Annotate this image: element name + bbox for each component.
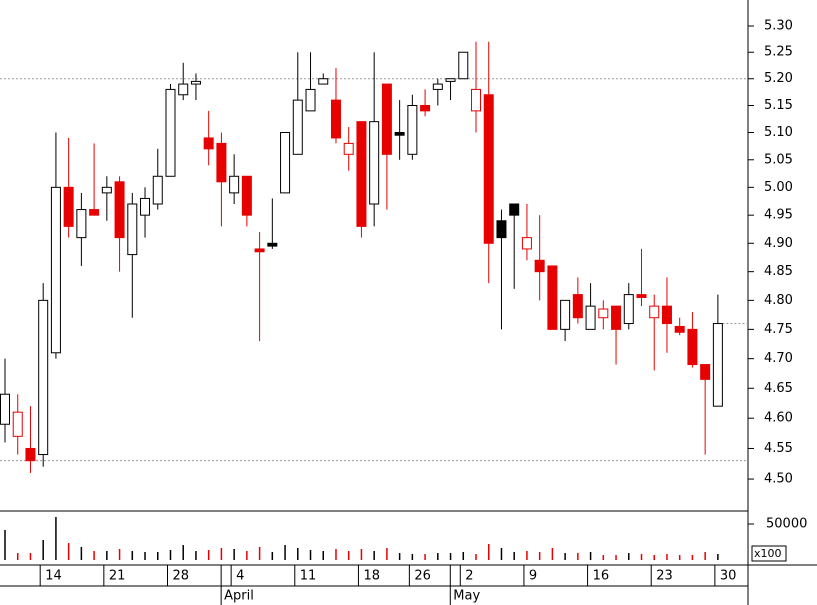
candle-body	[165, 88, 176, 177]
candle-body	[521, 237, 532, 250]
x-tick-label: 26	[414, 569, 431, 584]
y-tick-label: 4.60	[764, 411, 793, 426]
candle-body	[305, 88, 316, 112]
candle-body	[280, 132, 291, 194]
x-tick-label: 9	[529, 569, 537, 584]
candle-body	[674, 325, 685, 333]
candle-body	[38, 299, 49, 456]
candle-body	[534, 259, 545, 273]
candle-body	[330, 99, 341, 139]
candle-body	[611, 305, 622, 330]
month-label: April	[224, 589, 254, 604]
candle-body	[203, 137, 214, 150]
y-tick-label: 4.80	[764, 293, 793, 308]
candle-body	[152, 175, 163, 205]
x-tick-label: 4	[236, 569, 244, 584]
volume-unit: x100	[754, 547, 782, 560]
candle-body	[76, 209, 87, 239]
y-tick-label: 4.85	[764, 264, 793, 279]
y-tick-label: 4.90	[764, 236, 793, 251]
y-tick-label: 4.75	[764, 322, 793, 337]
y-tick-label: 5.25	[764, 45, 793, 60]
candle-body	[140, 197, 151, 216]
candle-body	[114, 181, 125, 239]
candle-body	[483, 94, 494, 244]
x-tick-label: 23	[656, 569, 673, 584]
candle-body	[318, 78, 329, 85]
candle-body	[598, 308, 609, 319]
candle-body	[560, 299, 571, 330]
candle-body	[381, 83, 392, 155]
x-tick-label: 30	[720, 569, 737, 584]
candle-body	[496, 220, 507, 239]
y-tick-label: 4.70	[764, 351, 793, 366]
candle-body	[89, 209, 100, 216]
x-tick-label: 2	[465, 569, 473, 584]
x-tick-label: 28	[172, 569, 189, 584]
y-tick-label: 5.20	[764, 71, 793, 86]
candle-body	[547, 265, 558, 330]
candle-body	[343, 142, 354, 155]
y-tick-label: 5.10	[764, 125, 793, 140]
candle-body	[420, 104, 431, 112]
candle-body	[267, 242, 278, 247]
x-tick-label: 11	[300, 569, 317, 584]
candle-body	[12, 411, 23, 437]
candle-body	[50, 186, 61, 354]
y-tick-label: 5.00	[764, 180, 793, 195]
candle-body	[101, 186, 112, 194]
candle-body	[292, 99, 303, 155]
y-tick-label: 5.15	[764, 98, 793, 113]
candle-body	[25, 447, 36, 462]
candle-body	[241, 175, 252, 216]
x-tick-label: 21	[109, 569, 126, 584]
candle-body	[0, 393, 10, 425]
candle-body	[445, 78, 456, 82]
candle-body	[190, 80, 201, 85]
candle-body	[229, 175, 240, 194]
y-tick-label: 4.95	[764, 208, 793, 223]
y-tick-label: 4.55	[764, 441, 793, 456]
candle-body	[369, 121, 380, 205]
candle-body	[394, 132, 405, 136]
candle-body	[687, 328, 698, 366]
y-tick-label: 4.65	[764, 381, 793, 396]
candle-body	[585, 305, 596, 330]
x-tick-label: 18	[363, 569, 380, 584]
candle-body	[700, 364, 711, 380]
month-label: May	[453, 589, 480, 604]
candle-body	[649, 305, 660, 319]
candle-body	[254, 248, 265, 253]
volume-tick-label: 50000	[766, 517, 807, 532]
candle-body	[623, 294, 634, 325]
candle-body	[509, 203, 520, 216]
candle-body	[63, 186, 74, 227]
candle-body	[471, 88, 482, 112]
x-tick-label: 16	[593, 569, 610, 584]
y-tick-label: 5.30	[764, 18, 793, 33]
candle-body	[636, 294, 647, 298]
candle-body	[407, 104, 418, 155]
candle-body	[432, 83, 443, 90]
y-tick-label: 4.50	[764, 472, 793, 487]
unit-box	[751, 545, 787, 562]
candle-body	[458, 51, 469, 80]
candle-body	[572, 294, 583, 319]
candle-body	[356, 121, 367, 227]
y-tick-label: 5.05	[764, 152, 793, 167]
candle-body	[178, 83, 189, 96]
candle-body	[712, 323, 723, 407]
candle-body	[661, 305, 672, 325]
candle-body	[216, 142, 227, 183]
candle-body	[127, 203, 138, 256]
x-tick-label: 14	[45, 569, 62, 584]
